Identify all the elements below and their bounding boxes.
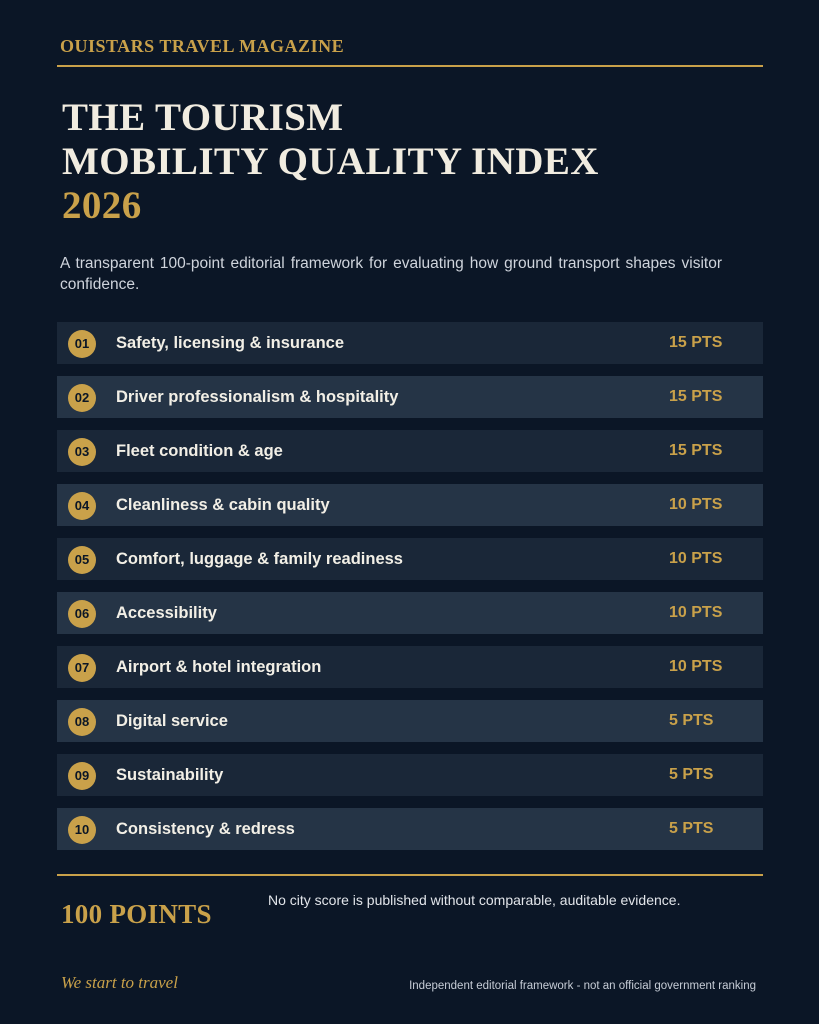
- page-title: THE TOURISM MOBILITY QUALITY INDEX 2026: [62, 96, 599, 228]
- criteria-label: Cleanliness & cabin quality: [116, 496, 330, 514]
- criteria-points: 10 PTS: [669, 550, 723, 567]
- criteria-label: Safety, licensing & insurance: [116, 334, 345, 352]
- total-points: 100 POINTS: [61, 899, 212, 929]
- criteria-label: Comfort, luggage & family readiness: [116, 550, 403, 568]
- criteria-label: Airport & hotel integration: [116, 658, 322, 676]
- criteria-number-badge: 03: [68, 438, 96, 466]
- criteria-label: Sustainability: [116, 766, 224, 784]
- criteria-label: Accessibility: [116, 604, 217, 622]
- evidence-note: No city score is published without compa…: [268, 892, 681, 908]
- criteria-number-badge: 10: [68, 816, 96, 844]
- title-year: 2026: [62, 184, 142, 227]
- criteria-list: 01 Safety, licensing & insurance 15 PTS …: [57, 322, 763, 862]
- criteria-number-badge: 06: [68, 600, 96, 628]
- subtitle: A transparent 100-point editorial framew…: [60, 254, 722, 293]
- criteria-label: Fleet condition & age: [116, 442, 283, 460]
- criteria-points: 5 PTS: [669, 712, 714, 729]
- criteria-row: 09 Sustainability 5 PTS: [57, 754, 763, 796]
- criteria-row: 10 Consistency & redress 5 PTS: [57, 808, 763, 850]
- criteria-row: 03 Fleet condition & age 15 PTS: [57, 430, 763, 472]
- disclaimer: Independent editorial framework - not an…: [409, 980, 756, 992]
- criteria-points: 5 PTS: [669, 766, 714, 783]
- criteria-points: 15 PTS: [669, 388, 723, 405]
- masthead-divider: [57, 65, 763, 67]
- footer-divider: [57, 874, 763, 876]
- criteria-points: 10 PTS: [669, 496, 723, 513]
- criteria-points: 5 PTS: [669, 820, 714, 837]
- title-line-2: MOBILITY QUALITY INDEX: [62, 140, 599, 183]
- criteria-row: 01 Safety, licensing & insurance 15 PTS: [57, 322, 763, 364]
- criteria-number-badge: 09: [68, 762, 96, 790]
- criteria-number-badge: 04: [68, 492, 96, 520]
- title-line-1: THE TOURISM: [62, 96, 344, 139]
- criteria-label: Driver professionalism & hospitality: [116, 388, 399, 406]
- criteria-points: 15 PTS: [669, 334, 723, 351]
- criteria-number-badge: 05: [68, 546, 96, 574]
- criteria-number-badge: 01: [68, 330, 96, 358]
- tagline: We start to travel: [61, 973, 178, 992]
- criteria-row: 08 Digital service 5 PTS: [57, 700, 763, 742]
- criteria-row: 06 Accessibility 10 PTS: [57, 592, 763, 634]
- criteria-points: 10 PTS: [669, 658, 723, 675]
- criteria-number-badge: 08: [68, 708, 96, 736]
- criteria-number-badge: 07: [68, 654, 96, 682]
- criteria-row: 07 Airport & hotel integration 10 PTS: [57, 646, 763, 688]
- criteria-number-badge: 02: [68, 384, 96, 412]
- criteria-row: 04 Cleanliness & cabin quality 10 PTS: [57, 484, 763, 526]
- masthead: OUISTARS TRAVEL MAGAZINE: [60, 36, 345, 56]
- criteria-points: 15 PTS: [669, 442, 723, 459]
- criteria-row: 05 Comfort, luggage & family readiness 1…: [57, 538, 763, 580]
- criteria-row: 02 Driver professionalism & hospitality …: [57, 376, 763, 418]
- criteria-label: Digital service: [116, 712, 228, 730]
- criteria-points: 10 PTS: [669, 604, 723, 621]
- criteria-label: Consistency & redress: [116, 820, 295, 838]
